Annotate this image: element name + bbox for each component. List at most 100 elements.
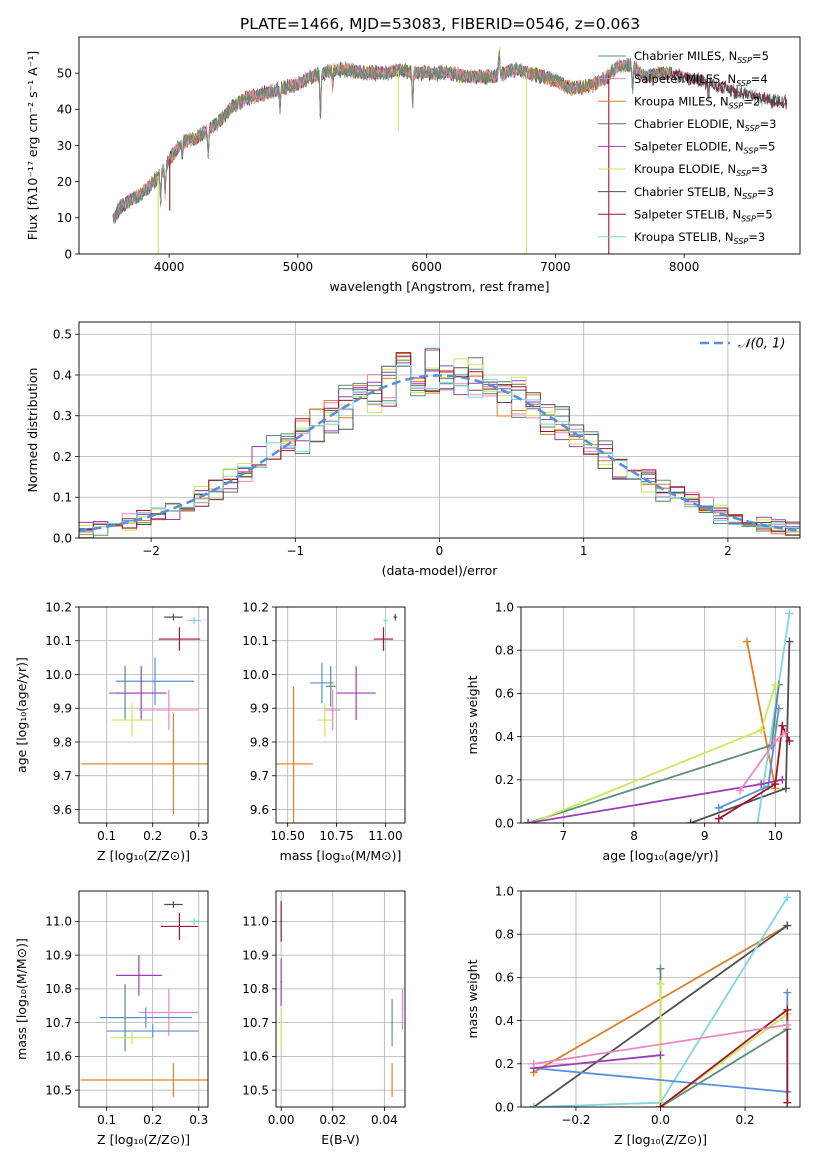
y-tick-label: 0.0 [53,531,72,545]
y-tick-label: 9.8 [53,735,72,749]
y-tick-label: 10.6 [242,1050,269,1064]
weight-line-ch_stelib [690,641,791,823]
errorbar-point-kr_miles [81,713,208,815]
y-tick-label: 0.2 [495,773,514,787]
weight-marker [781,784,790,793]
y-tick-label: 10.0 [242,668,269,682]
weight-marker [656,1051,665,1060]
y-tick-label: 0.0 [495,1100,514,1114]
y-tick-label: 10.1 [242,634,269,648]
y-tick-label: 9.6 [53,803,72,817]
normal-curve [79,374,800,533]
y-tick-label: 10 [57,211,72,225]
chart-age-vs-mass: 10.50 10.75 11.00 9.6 9.7 9.8 9.9 10.0 10.1 10.2 m… [242,600,406,863]
errorbar-point-sa_stelib [280,901,282,942]
axes-frame [78,321,801,539]
y-axis-label: mass weight [465,675,480,754]
histogram-kr_stelib [79,365,800,537]
errorbar-point-blue [310,662,334,704]
weight-marker [785,637,794,646]
y-tick-label: 10.9 [45,948,72,962]
chart-mass-vs-ebv: 0.00 0.02 0.04 10.5 10.6 10.7 10.8 10.9 11.0 E(B-… [242,890,406,1147]
x-tick-label: −1 [286,544,304,558]
y-tick-label: 0 [64,247,72,261]
weight-marker [714,814,723,823]
errorbar-point-kr_elodie [111,703,153,737]
errorbar-point-sa_elodie [115,666,167,721]
x-axis-label: age [log₁₀(age/yr)] [603,848,719,863]
chart-age-vs-z: 0.1 0.2 0.3 9.6 9.7 9.8 9.9 10.0 10.1 10.2 Z [log₁… [14,600,209,863]
x-tick-label: 0.3 [189,829,208,843]
y-tick-label: 1.0 [495,600,514,614]
weight-marker [529,1103,538,1107]
x-tick-label: 0.3 [189,1113,208,1127]
errorbar-point-sa_miles [138,689,199,731]
weight-marker [771,780,780,789]
y-tick-label: 11.0 [242,915,269,929]
y-tick-label: 10.7 [242,1016,269,1030]
x-tick-label: 0.02 [319,1113,346,1127]
weight-marker [735,786,744,795]
figure-title: PLATE=1466, MJD=53083, FIBERID=0546, z=0… [240,15,640,33]
plot-area [276,613,398,823]
x-tick-label: −2 [142,544,160,558]
x-axis-label: Z [log₁₀(Z/Z⊙)] [97,1132,190,1147]
errorbar-point-ch_miles [325,666,336,707]
weight-marker [774,704,783,713]
errorbar-point-sa_miles [324,689,341,731]
plot-area [529,893,792,1107]
x-tick-label: 10.50 [271,829,305,843]
y-tick-label: 40 [57,103,72,117]
x-tick-label: 8 [630,829,638,843]
chart-residuals: −2 −1 0 1 2 0.0 0.1 0.2 0.3 0.4 0.5 (data-model)/er… [25,321,801,578]
x-axis-label: E(B-V) [321,1132,360,1147]
x-tick-label: 11.00 [368,829,402,843]
weight-marker [785,736,794,745]
legend-entry: Chabrier STELIB, NSSP=3 [634,185,774,201]
x-tick-label: 2 [724,544,732,558]
errorbar-point-blue [99,1007,192,1028]
x-tick-label: 10 [768,829,783,843]
y-tick-label: 50 [57,66,72,80]
y-tick-label: 30 [57,139,72,153]
grid [79,891,208,1107]
errorbar-point-kr_miles [276,686,314,823]
x-tick-label: 1 [580,544,588,558]
weight-marker [743,637,752,646]
y-axis-label: mass weight [465,959,480,1038]
axes-frame [275,890,406,1108]
weight-marker [686,819,695,823]
plot-area [81,901,208,1097]
y-tick-label: 9.9 [53,702,72,716]
x-tick-label: 4000 [154,260,185,274]
x-tick-label: 7000 [540,260,571,274]
y-tick-label: 10.6 [45,1050,72,1064]
legend-entry: Chabrier MILES, NSSP=5 [634,49,769,65]
x-tick-label: 6000 [411,260,442,274]
x-tick-label: 9 [701,829,709,843]
y-axis-label: Normed distribution [25,368,40,493]
axes-frame [78,890,209,1108]
y-tick-label: 11.0 [45,915,72,929]
y-tick-label: 0.6 [495,687,514,701]
x-tick-label: −0.2 [561,1113,590,1127]
errorbar-point-kr_stelib [383,617,388,624]
y-tick-label: 10.5 [45,1083,72,1097]
errorbar-point-blue [106,1024,199,1038]
y-tick-label: 0.2 [53,450,72,464]
y-tick-label: 0.3 [53,409,72,423]
y-tick-label: 10.9 [242,948,269,962]
y-tick-label: 10.5 [242,1083,269,1097]
errorbar-point-sa_stelib [158,627,201,651]
legend-entry: Salpeter STELIB, NSSP=5 [634,207,773,223]
y-tick-label: 0.8 [495,928,514,942]
x-axis-label: (data-model)/error [382,563,499,578]
weight-marker [783,893,792,902]
legend-entry: Kroupa STELIB, NSSP=3 [634,230,765,246]
legend-entry: Kroupa ELODIE, NSSP=3 [634,162,768,178]
x-tick-label: 0.2 [143,1113,162,1127]
weight-marker [771,736,780,745]
errorbar-point-sa_elodie [336,666,376,721]
y-tick-label: 0.2 [495,1057,514,1071]
